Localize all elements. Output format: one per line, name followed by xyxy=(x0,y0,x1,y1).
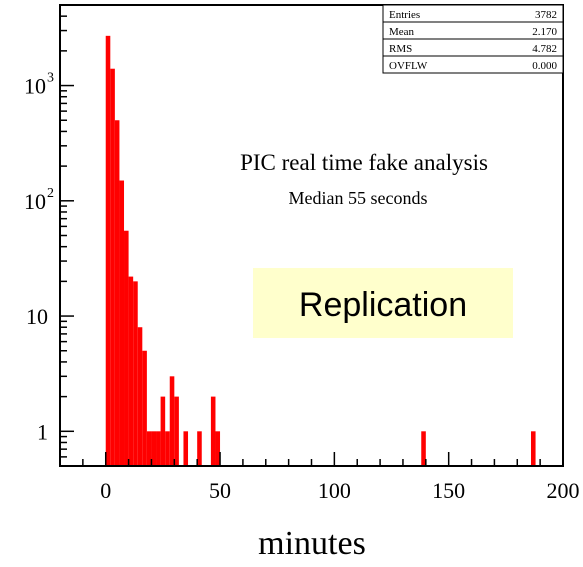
histogram-bar xyxy=(421,431,426,466)
histogram-bar xyxy=(137,327,143,466)
y-tick-label-exponent: 3 xyxy=(47,71,54,86)
histogram-bar xyxy=(119,180,125,466)
annotation-median: Median 55 seconds xyxy=(289,188,428,208)
histogram-bar xyxy=(146,431,152,466)
histogram-bar xyxy=(105,35,111,467)
histogram-bar xyxy=(174,396,179,466)
histogram-bars xyxy=(105,35,536,467)
x-tick-label: 0 xyxy=(100,478,111,503)
replication-badge-label: Replication xyxy=(299,286,467,324)
x-tick-label: 50 xyxy=(209,478,231,503)
x-tick-label: 100 xyxy=(318,478,351,503)
histogram-bar xyxy=(215,431,221,466)
x-tick-label: 150 xyxy=(432,478,465,503)
histogram-bar xyxy=(160,396,166,466)
replication-badge: Replication xyxy=(253,268,513,338)
histogram-bar xyxy=(114,120,120,466)
histogram-bar xyxy=(110,68,115,466)
stats-label: Mean xyxy=(389,26,415,38)
stats-label: Entries xyxy=(389,9,420,21)
stats-box: Entries 3782 Mean 2.170 RMS 4.782 OVFLW 0.000 xyxy=(382,4,564,74)
x-axis-ticks xyxy=(59,452,564,466)
histogram-bar xyxy=(210,396,216,466)
stats-value: 2.170 xyxy=(532,26,557,38)
annotation-title: PIC real time fake analysis xyxy=(240,150,488,175)
stats-value: 3782 xyxy=(535,9,557,21)
histogram-bar xyxy=(142,350,147,466)
histogram-bar xyxy=(124,230,129,466)
y-tick-label-exponent: 2 xyxy=(47,186,54,201)
y-tick-label: 10 xyxy=(26,304,48,329)
y-tick-label: 1 xyxy=(37,419,48,444)
x-axis-tick-labels: 0 50 100 150 200 xyxy=(100,478,579,503)
stats-label: RMS xyxy=(389,43,412,55)
stats-value: 0.000 xyxy=(532,60,557,72)
stats-value: 4.782 xyxy=(532,43,557,55)
histogram-bar xyxy=(133,281,138,466)
histogram-bar xyxy=(183,431,189,466)
x-axis-title: minutes xyxy=(258,525,366,562)
histogram-bar xyxy=(530,431,536,466)
x-tick-label: 200 xyxy=(547,478,580,503)
stats-label: OVFLW xyxy=(389,60,428,72)
y-tick-label: 10 xyxy=(24,74,46,99)
histogram-bar xyxy=(156,431,161,466)
histogram-bar xyxy=(197,431,202,466)
y-tick-label: 10 xyxy=(24,189,46,214)
y-axis-ticks xyxy=(60,4,74,467)
histogram-bar xyxy=(169,376,175,466)
histogram-bar xyxy=(165,431,170,466)
histogram-bar xyxy=(128,276,134,466)
histogram-bar xyxy=(151,431,157,466)
